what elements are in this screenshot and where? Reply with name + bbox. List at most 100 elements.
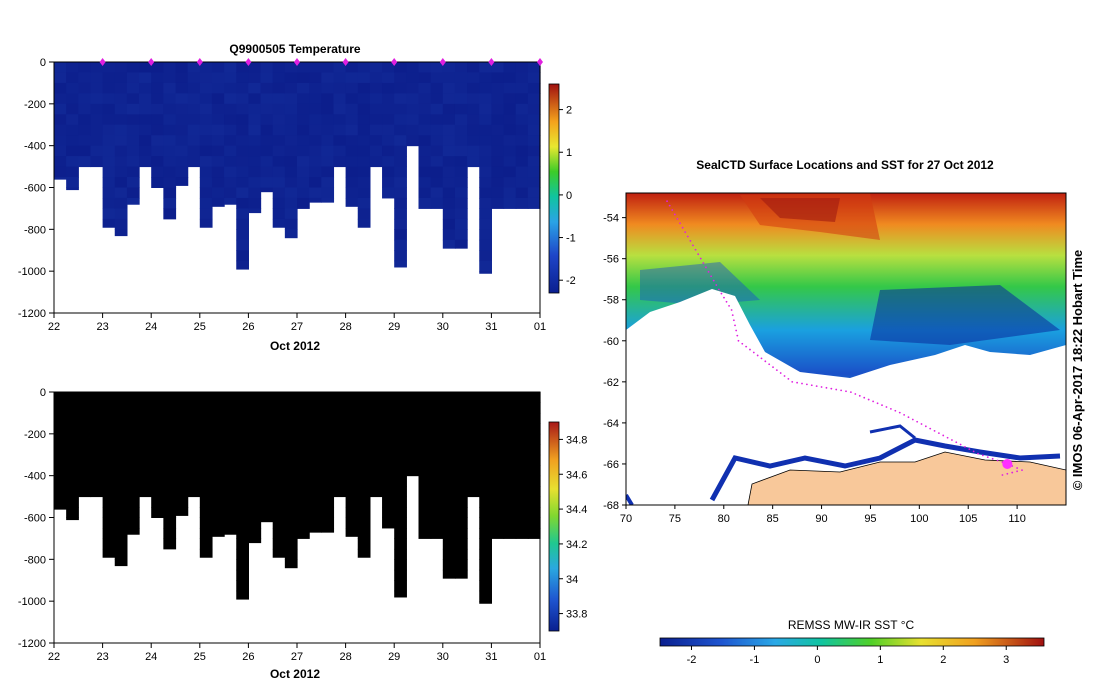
track-point: [737, 339, 740, 342]
section-cell: [187, 72, 201, 84]
section-cell: [151, 402, 164, 414]
section-cell: [382, 392, 395, 403]
section-cell: [406, 465, 420, 477]
section-cell: [333, 465, 347, 477]
section-cell: [430, 156, 444, 168]
section-cell: [467, 423, 480, 435]
section-cell: [54, 486, 67, 498]
section-cell: [345, 124, 359, 136]
map-x-tick-label: 100: [910, 513, 928, 525]
section-cell: [236, 486, 249, 498]
section-cell: [175, 392, 189, 403]
section-cell: [248, 433, 262, 445]
y-tick-label: -400: [24, 471, 46, 483]
colorbar-tick-label: 34.2: [566, 539, 587, 551]
section-cell: [430, 197, 444, 209]
section-cell: [199, 103, 213, 115]
section-cell: [406, 444, 420, 456]
section-cell: [272, 486, 286, 498]
section-cell: [139, 62, 152, 73]
section-cell: [114, 72, 128, 84]
track-point: [942, 434, 945, 437]
track-point: [749, 348, 751, 351]
section-cell: [139, 392, 152, 403]
section-cell: [211, 392, 225, 403]
section-cell: [382, 433, 395, 445]
section-cell: [78, 82, 92, 94]
section-cell: [394, 580, 407, 592]
section-cell: [479, 486, 492, 498]
section-cell: [163, 93, 177, 105]
section-cell: [199, 402, 213, 414]
section-cell: [175, 507, 189, 516]
track-point: [981, 454, 984, 457]
section-cell: [151, 93, 164, 105]
section-cell: [515, 444, 529, 456]
section-cell: [54, 423, 67, 435]
section-cell: [394, 507, 407, 518]
section-cell: [321, 454, 335, 466]
section-cell: [102, 208, 116, 220]
section-cell: [454, 72, 468, 84]
section-cell: [503, 124, 517, 136]
section-cell: [199, 187, 213, 199]
sst-map: [626, 193, 1066, 505]
section-cell: [442, 538, 456, 550]
section-cell: [224, 496, 237, 508]
track-point: [702, 262, 705, 264]
section-cell: [297, 187, 310, 199]
section-cell: [309, 517, 322, 529]
section-cell: [479, 197, 492, 209]
section-cell: [345, 166, 359, 178]
track-point: [903, 414, 906, 416]
section-cell: [491, 402, 505, 414]
section-cell: [345, 507, 359, 518]
section-cell: [454, 177, 468, 188]
section-cell: [199, 72, 213, 84]
section-cell: [515, 145, 529, 157]
section-cell: [102, 218, 116, 228]
section-cell: [442, 559, 456, 571]
section-cell: [503, 103, 517, 115]
section-cell: [102, 496, 116, 508]
section-cell: [515, 402, 529, 414]
section-cell: [199, 82, 213, 94]
section-cell: [260, 82, 274, 94]
section-cell: [236, 580, 249, 592]
section-cell: [236, 229, 249, 241]
section-cell: [394, 166, 407, 178]
section-cell: [272, 402, 286, 414]
section-cell: [199, 197, 213, 209]
track-point: [689, 240, 692, 242]
section-cell: [199, 496, 213, 508]
track-point: [825, 386, 828, 389]
section-cell: [479, 187, 492, 199]
section-cell: [114, 218, 128, 230]
section-cell: [394, 465, 407, 477]
section-cell: [382, 135, 395, 147]
section-cell: [418, 156, 432, 168]
section-cell: [163, 412, 177, 424]
section-cell: [175, 93, 189, 105]
track-point: [907, 416, 910, 419]
section-cell: [175, 135, 189, 147]
section-cell: [454, 465, 468, 477]
section-cell: [260, 475, 274, 487]
section-cell: [309, 93, 322, 105]
section-cell: [321, 166, 335, 178]
section-cell: [199, 444, 213, 456]
section-cell: [515, 72, 529, 84]
section-cell: [369, 135, 383, 147]
map-frame: [625, 192, 1067, 506]
section-cell: [102, 527, 116, 539]
sst-colorbar: [659, 637, 1045, 647]
section-cell: [503, 177, 517, 188]
track-point: [1016, 470, 1019, 473]
section-cell: [224, 507, 237, 518]
section-cell: [66, 145, 79, 157]
section-cell: [479, 218, 492, 230]
section-cell: [345, 72, 359, 84]
section-cell: [151, 454, 164, 466]
section-cell: [224, 135, 237, 147]
section-cell: [454, 62, 468, 73]
